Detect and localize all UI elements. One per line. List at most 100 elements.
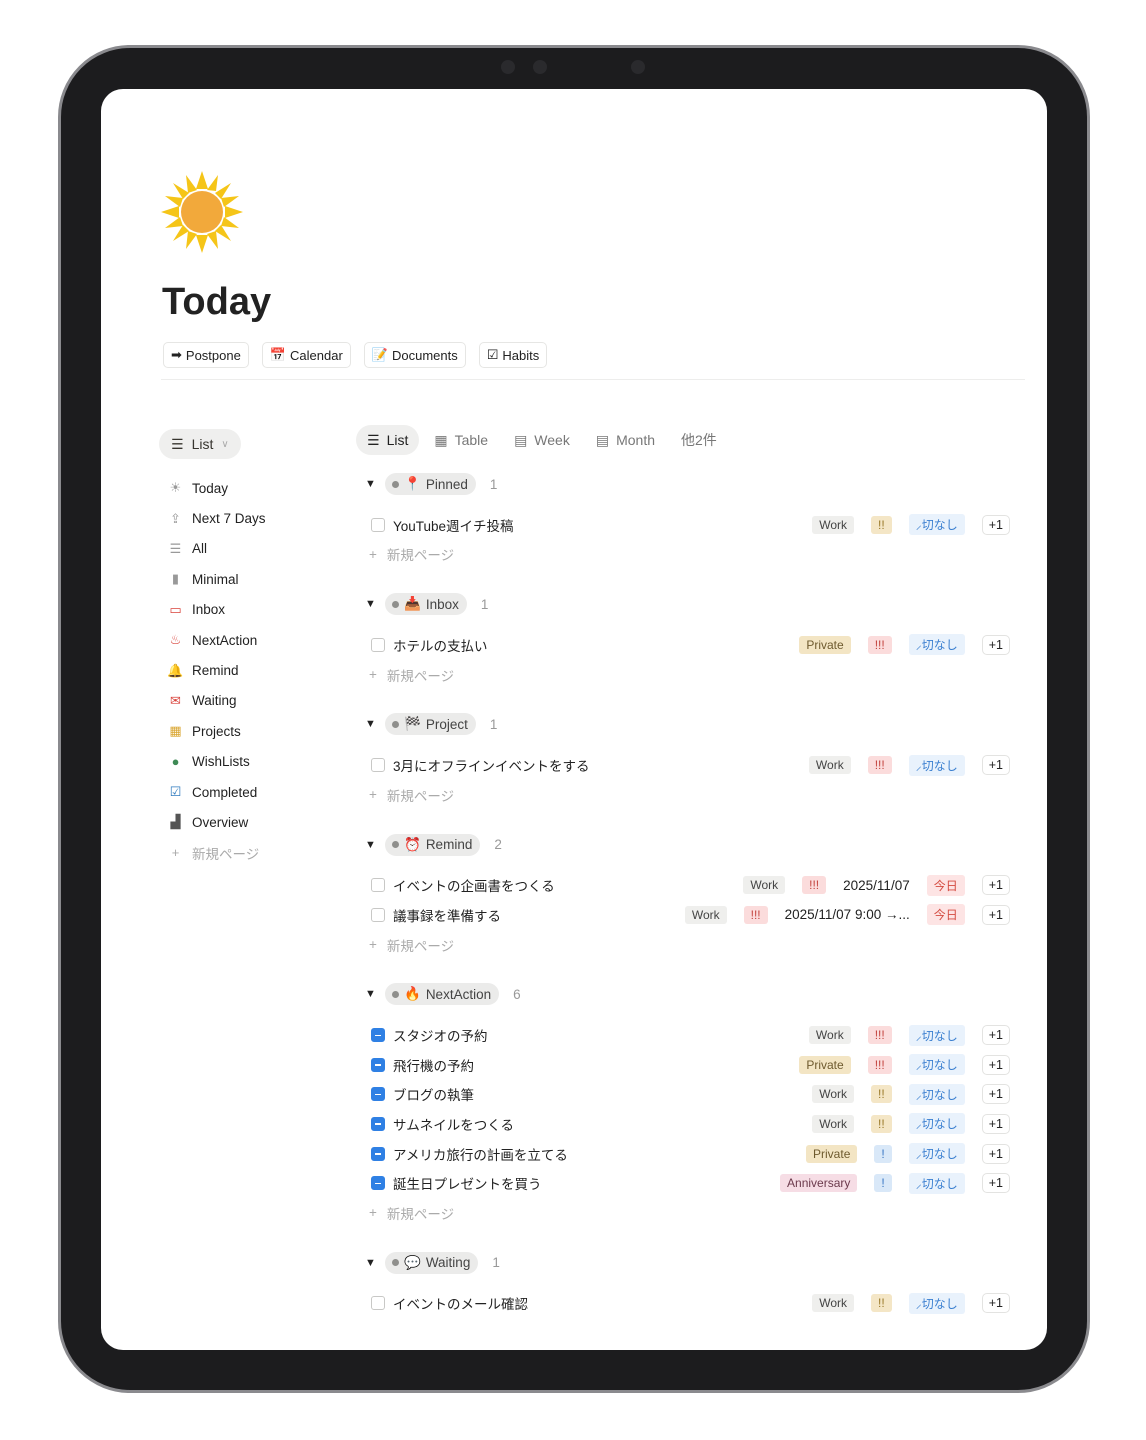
tab-list[interactable]: ☰ List xyxy=(356,425,420,455)
task-checkbox[interactable] xyxy=(371,1296,385,1311)
task-properties: Private!!! ⸝切なし +1 xyxy=(799,1054,1010,1076)
task-checkbox[interactable] xyxy=(371,1057,385,1072)
task-title[interactable]: ブログの執筆 xyxy=(393,1088,474,1104)
link-postpone[interactable]: ➡ Postpone xyxy=(163,342,249,368)
table-row[interactable]: アメリカ旅行の計画を立てる Private! ⸝切なし +1 xyxy=(365,1139,1010,1169)
task-title[interactable]: 3月にオフラインイベントをする xyxy=(393,759,590,775)
all-icon: ☰ xyxy=(169,540,182,556)
more-properties-badge[interactable]: +1 xyxy=(981,634,1010,655)
group-header-project[interactable]: ▼ 🏁 Project 1 xyxy=(365,712,1010,736)
new-page-button[interactable]: +新規ページ xyxy=(365,1318,1010,1325)
more-properties-badge[interactable]: +1 xyxy=(981,755,1010,776)
link-habits[interactable]: ☑ Habits xyxy=(478,342,548,368)
task-title[interactable]: 飛行機の予約 xyxy=(393,1058,474,1074)
link-label: Calendar xyxy=(290,347,343,363)
triangle-down-icon[interactable]: ▼ xyxy=(365,1256,376,1269)
task-checkbox[interactable] xyxy=(371,1028,385,1043)
task-checkbox[interactable] xyxy=(371,637,385,652)
more-properties-badge[interactable]: +1 xyxy=(981,1054,1010,1075)
new-page-button[interactable]: +新規ページ xyxy=(365,780,1010,810)
table-row[interactable]: ブログの執筆 Work!! ⸝切なし +1 xyxy=(365,1080,1010,1110)
table-row[interactable]: 議事録を準備する Work!!! 2025/11/07 9:00 →... 今日 +1 xyxy=(365,900,1010,930)
new-page-button[interactable]: +新規ページ xyxy=(365,1198,1010,1228)
task-checkbox[interactable] xyxy=(371,1087,385,1102)
tab-more[interactable]: 他2件 xyxy=(670,425,728,455)
triangle-down-icon[interactable]: ▼ xyxy=(365,598,376,611)
table-row[interactable]: イベントの企画書をつくる Work!!! 2025/11/07 今日 +1 xyxy=(365,871,1010,901)
task-properties: Anniversary! ⸝切なし +1 xyxy=(780,1172,1010,1194)
task-checkbox[interactable] xyxy=(371,1116,385,1131)
sidebar-item-waiting[interactable]: ✉ Waiting xyxy=(167,686,266,716)
sidebar-item-remind[interactable]: 🔔 Remind xyxy=(167,655,266,685)
group-header-inbox[interactable]: ▼ 📥 Inbox 1 xyxy=(365,592,1010,616)
more-properties-badge[interactable]: +1 xyxy=(981,514,1010,535)
task-title[interactable]: 議事録を準備する xyxy=(393,908,501,924)
sidebar-item-overview[interactable]: ▟ Overview xyxy=(167,807,266,837)
group-header-waiting[interactable]: ▼ 💬 Waiting 1 xyxy=(365,1251,1010,1275)
table-row[interactable]: ホテルの支払い Private!!! ⸝切なし +1 xyxy=(365,630,1010,660)
table-row[interactable]: イベントのメール確認 Work!! ⸝切なし +1 xyxy=(365,1289,1010,1319)
task-title[interactable]: スタジオの予約 xyxy=(393,1029,488,1045)
task-title[interactable]: ホテルの支払い xyxy=(393,638,488,654)
sidebar-new-page[interactable]: + 新規ページ xyxy=(167,838,266,868)
task-title[interactable]: YouTube週イチ投稿 xyxy=(393,518,514,534)
sidebar-item-wishlists[interactable]: ● WishLists xyxy=(167,747,266,777)
task-title[interactable]: イベントの企画書をつくる xyxy=(393,879,555,895)
task-checkbox[interactable] xyxy=(371,758,385,773)
group-header-nextaction[interactable]: ▼ 🔥 NextAction 6 xyxy=(365,982,1010,1006)
property-tag: 今日 xyxy=(926,904,965,926)
task-title[interactable]: イベントのメール確認 xyxy=(393,1297,528,1313)
table-row[interactable]: 誕生日プレゼントを買う Anniversary! ⸝切なし +1 xyxy=(365,1168,1010,1198)
new-page-button[interactable]: +新規ページ xyxy=(365,540,1010,570)
more-properties-badge[interactable]: +1 xyxy=(981,1143,1010,1164)
task-checkbox[interactable] xyxy=(371,517,385,532)
triangle-down-icon[interactable]: ▼ xyxy=(365,478,376,490)
table-row[interactable]: サムネイルをつくる Work!! ⸝切なし +1 xyxy=(365,1109,1010,1139)
group-name: Inbox xyxy=(425,596,459,612)
sidebar-item-projects[interactable]: ▦ Projects xyxy=(167,716,266,746)
more-properties-badge[interactable]: +1 xyxy=(981,1293,1010,1314)
table-row[interactable]: 3月にオフラインイベントをする Work!!! ⸝切なし +1 xyxy=(365,750,1010,780)
triangle-down-icon[interactable]: ▼ xyxy=(365,988,376,1001)
sidebar-view-dropdown[interactable]: ☰ List ∨ xyxy=(159,429,241,459)
table-row[interactable]: スタジオの予約 Work!!! ⸝切なし +1 xyxy=(365,1020,1010,1050)
sidebar-item-minimal[interactable]: ▮ Minimal xyxy=(167,564,266,594)
task-title[interactable]: 誕生日プレゼントを買う xyxy=(393,1177,542,1193)
tab-icon: ▤ xyxy=(514,431,528,448)
more-properties-badge[interactable]: +1 xyxy=(981,875,1010,896)
group-header-remind[interactable]: ▼ ⏰ Remind 2 xyxy=(365,833,1010,857)
sidebar-item-completed[interactable]: ☑ Completed xyxy=(167,777,266,807)
sidebar-item-all[interactable]: ☰ All xyxy=(167,534,266,564)
new-page-button[interactable]: +新規ページ xyxy=(365,930,1010,960)
group-header-pinned[interactable]: ▼ 📍 Pinned 1 xyxy=(365,472,1010,496)
new-page-button[interactable]: +新規ページ xyxy=(365,660,1010,690)
sidebar-item-today[interactable]: ☀ Today xyxy=(167,473,266,503)
tab-table[interactable]: ▦ Table xyxy=(423,425,499,455)
more-properties-badge[interactable]: +1 xyxy=(981,1113,1010,1134)
more-properties-badge[interactable]: +1 xyxy=(981,904,1010,925)
link-documents[interactable]: 📝 Documents xyxy=(363,342,466,368)
more-properties-badge[interactable]: +1 xyxy=(981,1173,1010,1194)
triangle-down-icon[interactable]: ▼ xyxy=(365,718,376,731)
sidebar-item-inbox[interactable]: ▭ Inbox xyxy=(167,595,266,625)
more-properties-badge[interactable]: +1 xyxy=(981,1084,1010,1105)
tab-week[interactable]: ▤ Week xyxy=(503,425,581,455)
task-title[interactable]: サムネイルをつくる xyxy=(393,1117,514,1133)
task-checkbox[interactable] xyxy=(371,907,385,922)
more-properties-badge[interactable]: +1 xyxy=(981,1025,1010,1046)
task-checkbox[interactable] xyxy=(371,1146,385,1161)
task-title[interactable]: アメリカ旅行の計画を立てる xyxy=(393,1147,568,1163)
table-row[interactable]: YouTube週イチ投稿 Work!! ⸝切なし +1 xyxy=(365,510,1010,540)
property-tag: Work xyxy=(812,1114,855,1133)
tab-month[interactable]: ▤ Month xyxy=(585,425,666,455)
sidebar-item-next-7-days[interactable]: ⇪ Next 7 Days xyxy=(167,503,265,533)
task-checkbox[interactable] xyxy=(371,878,385,893)
property-tag: ⸝切なし xyxy=(908,1024,965,1046)
triangle-down-icon[interactable]: ▼ xyxy=(365,838,376,851)
table-row[interactable]: 飛行機の予約 Private!!! ⸝切なし +1 xyxy=(365,1050,1010,1080)
property-tag: Work xyxy=(812,515,855,534)
link-calendar[interactable]: 📅 Calendar xyxy=(261,342,351,368)
sidebar-item-nextaction[interactable]: ♨ NextAction xyxy=(167,625,266,655)
property-tag: ⸝切なし xyxy=(908,1172,965,1194)
task-checkbox[interactable] xyxy=(371,1176,385,1191)
